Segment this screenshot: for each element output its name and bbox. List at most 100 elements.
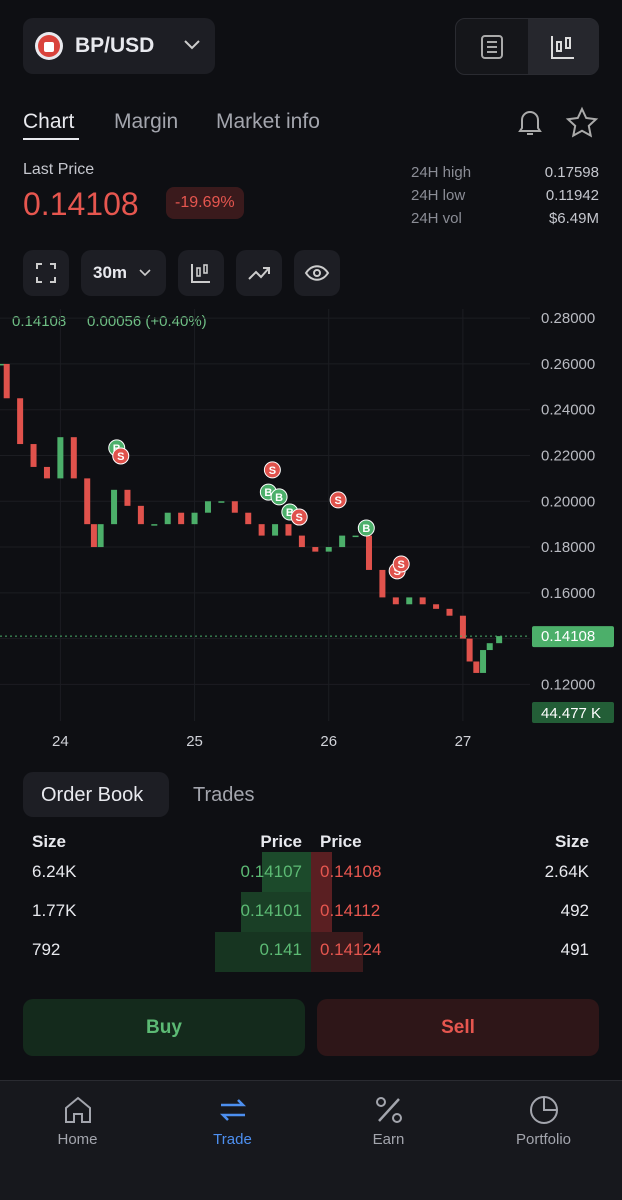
candle <box>392 597 399 605</box>
nav-label: Portfolio <box>515 1131 572 1148</box>
candle <box>124 489 131 506</box>
book-view[interactable] <box>478 34 506 60</box>
marker-dot <box>329 491 347 509</box>
candle <box>151 524 158 526</box>
volume-tag <box>532 702 614 723</box>
nav-item[interactable]: Trade <box>155 1093 310 1148</box>
candle <box>433 604 440 609</box>
nav-item[interactable]: Home <box>0 1093 155 1148</box>
marker-dot <box>357 519 375 537</box>
interval: 30m <box>93 263 128 282</box>
alert-button[interactable] <box>514 106 546 138</box>
candle <box>111 489 118 525</box>
marker-label: S <box>398 559 405 571</box>
depth-bar <box>215 932 311 972</box>
order-cell: 0.141 <box>259 940 302 959</box>
y-tick-label: 0.22000 <box>541 447 595 464</box>
candle <box>365 535 372 570</box>
candle <box>496 636 503 644</box>
tab[interactable]: Chart <box>23 110 75 133</box>
candle <box>298 535 305 548</box>
order-cell: 792 <box>32 940 61 959</box>
sell-button[interactable]: Sell <box>317 999 599 1056</box>
column-header: Size <box>554 832 589 851</box>
ask-depth <box>311 852 363 975</box>
candle <box>272 524 279 536</box>
column-header: Price <box>260 832 302 851</box>
last-price-text: 0.14108 <box>541 628 595 645</box>
tab[interactable]: Margin <box>114 110 179 133</box>
order-cell: 0.14101 <box>240 901 302 920</box>
candle <box>258 524 265 536</box>
legend-change: 0.00056 (+0.40%) <box>87 313 207 330</box>
stat-value: 0.17598 <box>544 164 599 181</box>
order-cell: 0.14112 <box>320 901 381 920</box>
candle <box>325 547 332 552</box>
tab[interactable]: Trades <box>193 784 255 806</box>
candle <box>473 661 480 673</box>
candle <box>70 437 77 479</box>
candle <box>486 643 493 651</box>
price-chart: 0.14108 0.00056 (+0.40%) 0.120000.140000… <box>0 309 614 750</box>
candle <box>352 535 359 538</box>
home-icon <box>64 1096 91 1123</box>
order-cell: 491 <box>560 940 589 959</box>
nav-label: Earn <box>372 1131 405 1148</box>
portfolio-icon <box>529 1096 558 1124</box>
interval-selector[interactable]: 30m <box>81 250 166 296</box>
candle <box>43 466 50 479</box>
buy-button[interactable]: Buy <box>23 999 305 1056</box>
chart-view-icon <box>551 36 574 59</box>
candle <box>218 501 225 503</box>
last-price-label: Last Price <box>23 161 95 178</box>
y-tick-label: 0.24000 <box>541 402 595 419</box>
candle <box>419 597 426 605</box>
candle <box>30 444 37 467</box>
chart-view[interactable] <box>528 19 599 74</box>
tab[interactable]: Market info <box>216 110 320 133</box>
marker-dot <box>392 555 410 573</box>
y-tick-label: 0.26000 <box>541 356 595 373</box>
candle <box>446 608 453 616</box>
y-tick-label: 0.28000 <box>541 310 595 327</box>
indicators-button[interactable] <box>178 250 224 296</box>
visibility-button[interactable] <box>294 250 340 296</box>
candle <box>231 501 238 513</box>
order-cell: 0.14124 <box>320 940 382 959</box>
nav-item[interactable]: Portfolio <box>466 1093 621 1148</box>
eye-icon <box>304 265 330 281</box>
marker-label: S <box>393 566 400 578</box>
candle <box>57 437 64 479</box>
trade-icon <box>219 1099 246 1121</box>
y-tick-label: 0.18000 <box>541 539 595 556</box>
drawing-button[interactable] <box>236 250 282 296</box>
column-header: Size <box>32 832 67 851</box>
marker-label: B <box>264 487 272 499</box>
nav-item[interactable]: Earn <box>311 1093 466 1148</box>
marker-label: B <box>275 492 283 504</box>
indicators-icon <box>191 264 210 283</box>
volume-text: 44.477 K <box>541 705 601 722</box>
candle <box>84 478 91 525</box>
x-tick-label: 26 <box>320 733 337 750</box>
candle <box>90 524 97 548</box>
candle <box>17 398 24 445</box>
marker-dot <box>263 461 281 479</box>
order-cell: 0.14108 <box>320 862 382 881</box>
stats: 24H high 0.17598 24H low 0.11942 24H vol $6… <box>411 161 599 230</box>
marker-dot <box>290 508 308 526</box>
y-tick-label: 0.12000 <box>541 676 595 693</box>
candle <box>312 547 319 552</box>
candle <box>204 501 211 513</box>
fullscreen-button[interactable] <box>23 250 69 296</box>
tab[interactable]: Order Book <box>23 772 169 817</box>
favorite-button[interactable] <box>565 106 599 138</box>
pair-selector[interactable]: BP/USD <box>23 18 215 74</box>
pair-name: BP/USD <box>75 34 155 57</box>
marker-dot <box>270 488 288 506</box>
trade-marker: S <box>290 508 308 526</box>
order-cell: 2.64K <box>544 862 589 881</box>
candle <box>0 363 5 366</box>
last-price: 0.14108 <box>23 186 139 222</box>
candle <box>379 569 386 598</box>
